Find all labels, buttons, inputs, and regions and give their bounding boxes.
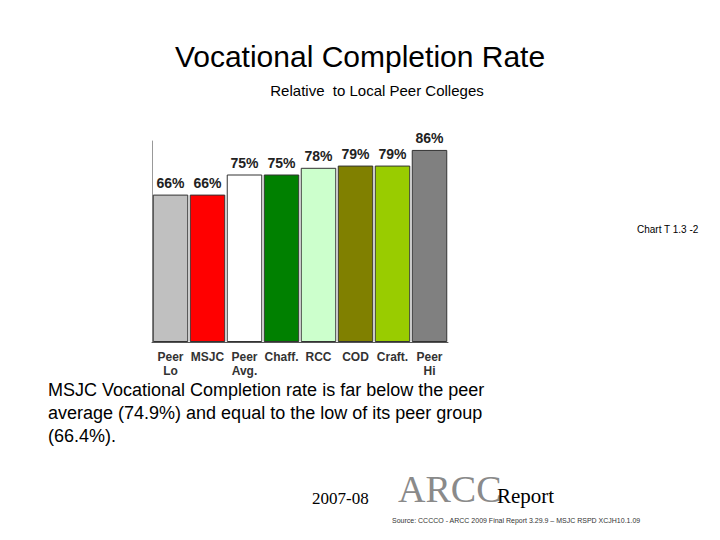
svg-text:Vocational Completion Rate: Vocational Completion Rate xyxy=(175,40,545,73)
svg-text:66%: 66% xyxy=(156,175,185,191)
svg-text:75%: 75% xyxy=(267,155,296,171)
svg-text:Source: CCCCO - ARCC 2009 Fina: Source: CCCCO - ARCC 2009 Final Report 3… xyxy=(392,517,640,525)
svg-text:Peer: Peer xyxy=(157,350,183,364)
svg-text:Peer: Peer xyxy=(231,350,257,364)
svg-text:RCC: RCC xyxy=(306,350,332,364)
svg-text:86%: 86% xyxy=(415,130,444,146)
svg-text:Report: Report xyxy=(497,484,554,508)
svg-text:Chaff.: Chaff. xyxy=(265,350,299,364)
svg-text:Relative to Local Peer Colleg: Relative to Local Peer Colleges xyxy=(270,82,483,99)
svg-text:Chart T 1.3 -2: Chart T 1.3 -2 xyxy=(637,224,699,235)
svg-text:79%: 79% xyxy=(378,146,407,162)
svg-text:Avg.: Avg. xyxy=(232,364,258,378)
svg-text:MSJC Vocational Completion rat: MSJC Vocational Completion rate is far b… xyxy=(48,380,489,400)
svg-text:average (74.9%) and equal to t: average (74.9%) and equal to the low of … xyxy=(48,403,487,423)
svg-text:Hi: Hi xyxy=(424,364,436,378)
svg-text:66%: 66% xyxy=(193,175,222,191)
svg-text:78%: 78% xyxy=(304,148,333,164)
svg-text:MSJC: MSJC xyxy=(191,350,225,364)
svg-text:COD: COD xyxy=(342,350,369,364)
svg-text:79%: 79% xyxy=(341,146,370,162)
svg-text:2007-08: 2007-08 xyxy=(312,489,369,508)
svg-text:Lo: Lo xyxy=(163,364,178,378)
svg-text:Peer: Peer xyxy=(416,350,442,364)
svg-text:75%: 75% xyxy=(230,155,259,171)
svg-text:(66.4%).: (66.4%). xyxy=(48,426,116,446)
svg-text:Craft.: Craft. xyxy=(377,350,408,364)
svg-text:ARCC: ARCC xyxy=(398,468,501,510)
